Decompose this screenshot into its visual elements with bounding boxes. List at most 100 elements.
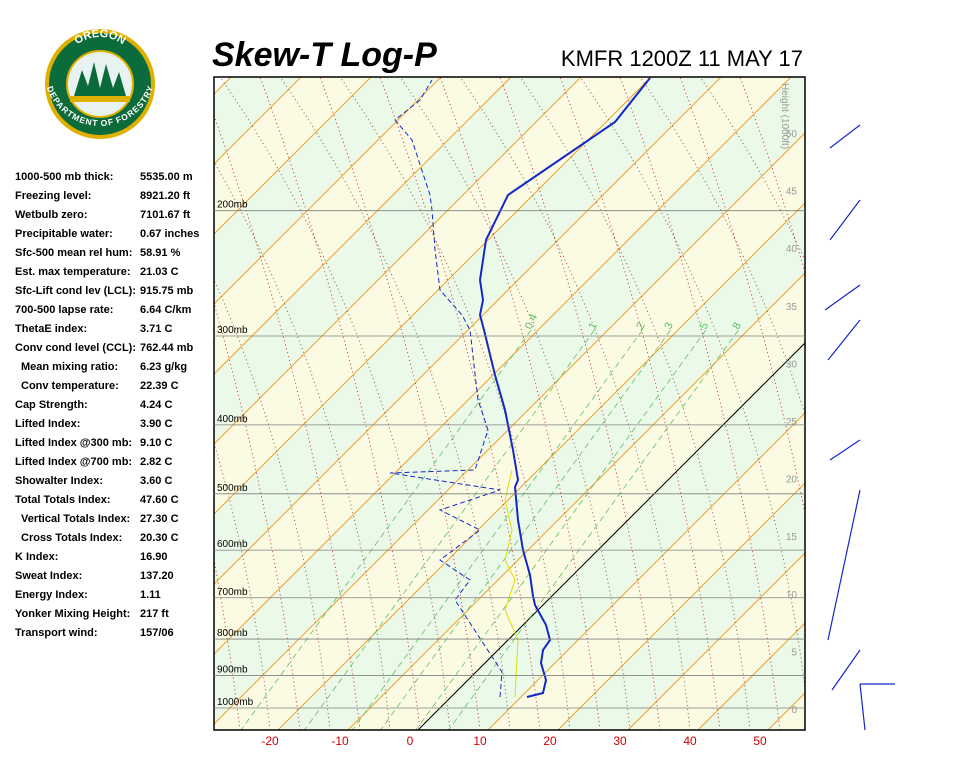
pressure-label: 1000mb bbox=[217, 697, 254, 708]
title: Skew-T Log-P bbox=[212, 36, 437, 74]
height-label: 35 bbox=[786, 302, 798, 313]
height-label: 10 bbox=[786, 590, 798, 601]
logo: OREGON DEPARTMENT OF FORESTRY bbox=[45, 28, 155, 139]
pressure-label: 500mb bbox=[217, 483, 248, 494]
index-label: Energy Index: bbox=[15, 589, 88, 601]
index-label: Showalter Index: bbox=[15, 475, 103, 487]
svg-text:OREGON: OREGON bbox=[72, 28, 127, 47]
height-label: 15 bbox=[786, 532, 798, 543]
index-value: 58.91 % bbox=[140, 247, 181, 259]
station: KMFR 1200Z 11 MAY 17 bbox=[561, 46, 803, 71]
mixing-ratio-line bbox=[304, 329, 595, 730]
index-label: Lifted Index @300 mb: bbox=[15, 437, 132, 449]
index-value: 22.39 C bbox=[140, 380, 179, 392]
height-label: 40 bbox=[786, 244, 798, 255]
index-label: Vertical Totals Index: bbox=[21, 513, 130, 525]
isotherm bbox=[214, 77, 512, 375]
isotherm bbox=[214, 77, 582, 445]
index-value: 16.90 bbox=[140, 551, 168, 563]
isotherm bbox=[557, 482, 805, 730]
index-value: 137.20 bbox=[140, 570, 174, 582]
height-label: 5 bbox=[791, 647, 797, 658]
isotherm bbox=[627, 552, 805, 730]
isotherm bbox=[277, 202, 805, 730]
isotherm bbox=[214, 77, 792, 655]
index-label: ThetaE index: bbox=[15, 323, 87, 335]
isotherm bbox=[214, 77, 372, 235]
pressure-label: 200mb bbox=[217, 200, 248, 211]
index-label: Transport wind: bbox=[15, 627, 98, 639]
index-label: Lifted Index @700 mb: bbox=[15, 456, 132, 468]
temperature-profile bbox=[478, 77, 651, 698]
x-tick-label: 30 bbox=[613, 734, 627, 748]
index-label: Cross Totals Index: bbox=[21, 532, 122, 544]
height-label: 30 bbox=[786, 359, 798, 370]
isotherm bbox=[214, 77, 722, 585]
x-tick-label: 20 bbox=[543, 734, 557, 748]
pressure-label: 700mb bbox=[217, 587, 248, 598]
index-label: Conv temperature: bbox=[21, 380, 119, 392]
index-label: Sweat Index: bbox=[15, 570, 82, 582]
logo-top: OREGON bbox=[72, 28, 127, 47]
dewpoint-profile bbox=[389, 79, 503, 698]
index-value: 8921.20 ft bbox=[140, 190, 190, 202]
height-label: 20 bbox=[786, 475, 798, 486]
mixing-ratio-label: 1 bbox=[586, 321, 599, 332]
index-label: Conv cond level (CCL): bbox=[15, 342, 136, 354]
mixing-ratio-line bbox=[352, 329, 643, 730]
mixing-ratio-label: 2 bbox=[634, 321, 647, 332]
mixing-ratio-label: 8 bbox=[730, 321, 743, 332]
index-value: 0.67 inches bbox=[140, 228, 199, 240]
pressure-label: 300mb bbox=[217, 325, 248, 336]
isotherm bbox=[214, 132, 805, 725]
x-tick-label: -10 bbox=[331, 734, 349, 748]
index-label: Freezing level: bbox=[15, 190, 91, 202]
x-tick-label: 0 bbox=[407, 734, 414, 748]
index-label: Total Totals Index: bbox=[15, 494, 111, 506]
index-label: 1000-500 mb thick: bbox=[15, 171, 113, 183]
index-value: 3.71 C bbox=[140, 323, 172, 335]
mixing-ratio-label: 3 bbox=[662, 321, 675, 332]
index-value: 5535.00 m bbox=[140, 171, 193, 183]
isotherm bbox=[214, 77, 652, 515]
index-label: Wetbulb zero: bbox=[15, 209, 88, 221]
index-value: 3.90 C bbox=[140, 418, 172, 430]
index-value: 157/06 bbox=[140, 627, 174, 639]
isotherm bbox=[347, 272, 805, 730]
index-value: 762.44 mb bbox=[140, 342, 193, 354]
mixing-ratio-line bbox=[380, 329, 671, 730]
pressure-label: 600mb bbox=[217, 539, 248, 550]
index-label: Est. max temperature: bbox=[15, 266, 131, 278]
index-label: Yonker Mixing Height: bbox=[15, 608, 130, 620]
plot-area bbox=[214, 77, 960, 730]
x-tick-label: 50 bbox=[753, 734, 767, 748]
pressure-label: 800mb bbox=[217, 628, 248, 639]
index-value: 6.64 C/km bbox=[140, 304, 192, 316]
index-value: 27.30 C bbox=[140, 513, 179, 525]
index-value: 217 ft bbox=[140, 608, 169, 620]
band bbox=[838, 77, 960, 730]
plot-frame bbox=[213, 76, 806, 731]
mixing-ratio-label: 0.4 bbox=[523, 312, 540, 331]
height-axis-label: Height (1000ft) bbox=[779, 83, 790, 149]
index-value: 2.82 C bbox=[140, 456, 172, 468]
x-tick-label: 40 bbox=[683, 734, 697, 748]
x-tick-label: -20 bbox=[261, 734, 279, 748]
mixing-ratio-line bbox=[240, 329, 532, 730]
index-value: 915.75 mb bbox=[140, 285, 193, 297]
height-label: 0 bbox=[791, 705, 797, 716]
wind-barbs bbox=[824, 124, 895, 731]
index-value: 4.24 C bbox=[140, 399, 172, 411]
index-value: 9.10 C bbox=[140, 437, 172, 449]
pressure-label: 400mb bbox=[217, 414, 248, 425]
index-value: 1.11 bbox=[140, 589, 161, 601]
index-label: K Index: bbox=[15, 551, 58, 563]
x-tick-label: 10 bbox=[473, 734, 487, 748]
index-label: 700-500 lapse rate: bbox=[15, 304, 113, 316]
index-value: 7101.67 ft bbox=[140, 209, 190, 221]
isotherm bbox=[214, 77, 442, 305]
isotherm bbox=[487, 412, 805, 730]
index-value: 20.30 C bbox=[140, 532, 179, 544]
index-label: Cap Strength: bbox=[15, 399, 88, 411]
